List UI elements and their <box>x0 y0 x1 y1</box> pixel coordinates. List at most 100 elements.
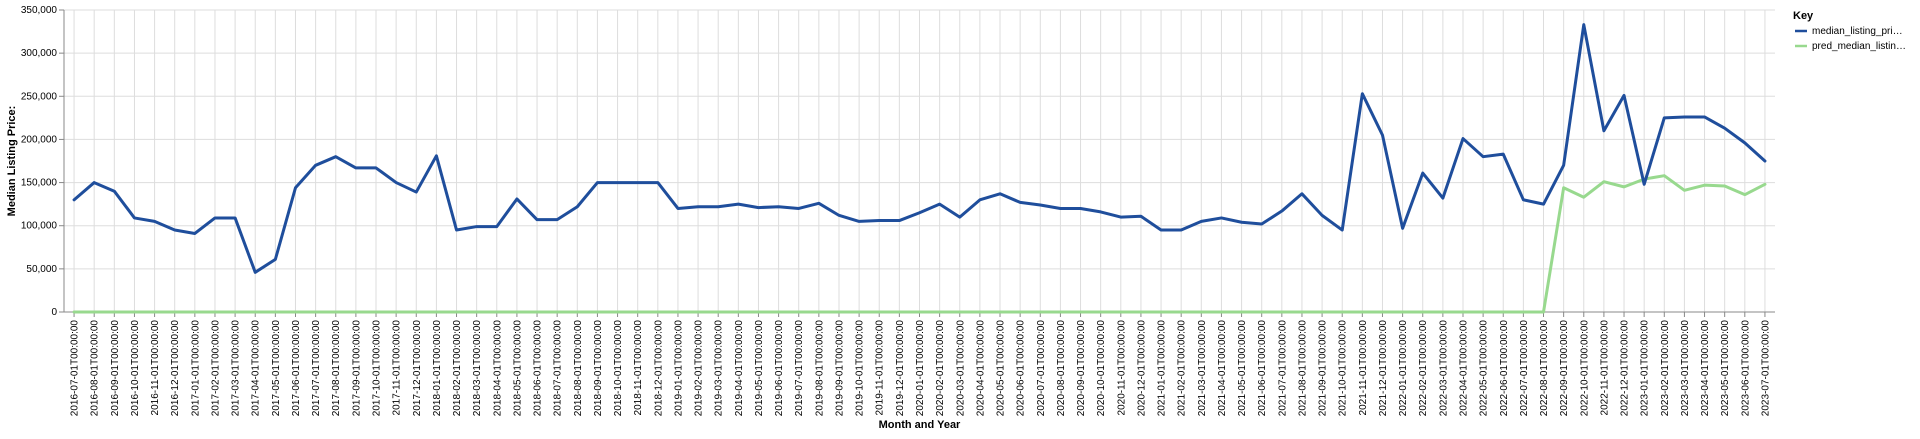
x-tick-label: 2020-02-01T00:00:00 <box>935 320 946 417</box>
x-tick-label: 2019-04-01T00:00:00 <box>734 320 745 417</box>
x-tick-label: 2022-02-01T00:00:00 <box>1418 320 1429 417</box>
x-tick-label: 2022-03-01T00:00:00 <box>1438 320 1449 417</box>
x-tick-label: 2023-05-01T00:00:00 <box>1720 320 1731 417</box>
x-tick-label: 2019-12-01T00:00:00 <box>895 320 906 417</box>
series-lines <box>72 23 1767 314</box>
y-tick-label: 0 <box>51 307 57 318</box>
y-tick-label: 250,000 <box>21 91 58 102</box>
x-tick-label: 2023-02-01T00:00:00 <box>1660 320 1671 417</box>
x-tick-label: 2019-06-01T00:00:00 <box>774 320 785 417</box>
x-tick-label: 2023-01-01T00:00:00 <box>1640 320 1651 417</box>
x-tick-label: 2023-04-01T00:00:00 <box>1700 320 1711 417</box>
x-tick-label: 2021-03-01T00:00:00 <box>1197 320 1208 417</box>
x-tick-label: 2018-08-01T00:00:00 <box>573 320 584 417</box>
x-tick-label: 2018-11-01T00:00:00 <box>633 320 644 416</box>
x-tick-label: 2016-08-01T00:00:00 <box>90 320 101 417</box>
x-tick-label: 2020-10-01T00:00:00 <box>1096 320 1107 417</box>
legend: Key median_listing_pri… pred_median_listi… <box>1793 10 1906 52</box>
x-tick-label: 2017-04-01T00:00:00 <box>251 320 262 417</box>
x-tick-label: 2019-08-01T00:00:00 <box>814 320 825 417</box>
x-tick-label: 2021-10-01T00:00:00 <box>1338 320 1349 417</box>
x-tick-label: 2022-06-01T00:00:00 <box>1499 320 1510 417</box>
x-tick-label: 2016-07-01T00:00:00 <box>70 320 81 417</box>
x-tick-label: 2022-11-01T00:00:00 <box>1599 320 1610 416</box>
y-tick-label: 200,000 <box>21 134 58 145</box>
x-tick-label: 2022-09-01T00:00:00 <box>1559 320 1570 417</box>
x-tick-label: 2018-09-01T00:00:00 <box>593 320 604 417</box>
x-tick-label: 2020-04-01T00:00:00 <box>975 320 986 417</box>
x-tick-label: 2018-10-01T00:00:00 <box>613 320 624 417</box>
x-tick-label: 2021-05-01T00:00:00 <box>1237 320 1248 417</box>
x-tick-label: 2022-08-01T00:00:00 <box>1539 320 1550 417</box>
x-tick-label: 2022-07-01T00:00:00 <box>1519 320 1530 417</box>
x-tick-label: 2019-03-01T00:00:00 <box>714 320 725 417</box>
x-tick-label: 2020-08-01T00:00:00 <box>1056 320 1067 417</box>
x-tick-label: 2019-10-01T00:00:00 <box>855 320 866 417</box>
x-tick-label: 2019-05-01T00:00:00 <box>754 320 765 417</box>
series-line-pred-median-listing-price <box>72 174 1767 314</box>
x-tick-label: 2021-07-01T00:00:00 <box>1277 320 1288 417</box>
x-tick-label: 2023-06-01T00:00:00 <box>1740 320 1751 417</box>
x-tick-label: 2017-05-01T00:00:00 <box>271 320 282 417</box>
x-tick-label: 2016-12-01T00:00:00 <box>170 320 181 417</box>
x-tick-label: 2017-03-01T00:00:00 <box>231 320 242 417</box>
x-tick-label: 2019-07-01T00:00:00 <box>794 320 805 417</box>
x-tick-label: 2018-02-01T00:00:00 <box>452 320 463 417</box>
x-tick-label: 2020-06-01T00:00:00 <box>1016 320 1027 417</box>
legend-label: median_listing_pri… <box>1812 26 1903 37</box>
legend-title: Key <box>1793 10 1814 22</box>
x-tick-label: 2020-05-01T00:00:00 <box>996 320 1007 417</box>
x-tick-label: 2017-10-01T00:00:00 <box>372 320 383 417</box>
x-tick-label: 2019-11-01T00:00:00 <box>875 320 886 416</box>
x-tick-label: 2022-12-01T00:00:00 <box>1620 320 1631 417</box>
x-tick-label: 2021-11-01T00:00:00 <box>1358 320 1369 416</box>
x-tick-label: 2020-07-01T00:00:00 <box>1036 320 1047 417</box>
x-tick-label: 2021-06-01T00:00:00 <box>1257 320 1268 417</box>
x-tick-label: 2017-07-01T00:00:00 <box>311 320 322 417</box>
x-tick-label: 2020-01-01T00:00:00 <box>915 320 926 417</box>
x-tick-label: 2018-12-01T00:00:00 <box>653 320 664 417</box>
x-tick-label: 2018-05-01T00:00:00 <box>512 320 523 417</box>
x-tick-label: 2016-09-01T00:00:00 <box>110 320 121 417</box>
x-tick-label: 2023-03-01T00:00:00 <box>1680 320 1691 417</box>
x-tick-label: 2022-04-01T00:00:00 <box>1458 320 1469 417</box>
x-tick-label: 2021-09-01T00:00:00 <box>1318 320 1329 417</box>
x-tick-label: 2017-09-01T00:00:00 <box>351 320 362 417</box>
x-tick-label: 2022-05-01T00:00:00 <box>1479 320 1490 417</box>
x-tick-label: 2018-06-01T00:00:00 <box>533 320 544 417</box>
x-tick-label: 2018-03-01T00:00:00 <box>472 320 483 417</box>
x-tick-label: 2016-10-01T00:00:00 <box>130 320 141 417</box>
x-tick-label: 2021-12-01T00:00:00 <box>1378 320 1389 417</box>
y-tick-label: 150,000 <box>21 178 58 189</box>
x-tick-label: 2018-04-01T00:00:00 <box>492 320 503 417</box>
y-tick-label: 50,000 <box>26 264 57 275</box>
legend-label: pred_median_listin… <box>1812 41 1906 52</box>
x-tick-label: 2021-02-01T00:00:00 <box>1177 320 1188 417</box>
x-tick-label: 2022-01-01T00:00:00 <box>1398 320 1409 417</box>
y-tick-label: 300,000 <box>21 48 58 59</box>
y-tick-label: 350,000 <box>21 5 58 16</box>
x-tick-label: 2018-01-01T00:00:00 <box>432 320 443 417</box>
gridlines <box>64 9 1775 313</box>
x-tick-label: 2017-01-01T00:00:00 <box>190 320 201 417</box>
x-tick-label: 2020-03-01T00:00:00 <box>955 320 966 417</box>
y-axis-title: Median Listing Price: <box>6 106 18 217</box>
x-axis-title: Month and Year <box>879 419 961 431</box>
x-tick-label: 2017-11-01T00:00:00 <box>392 320 403 416</box>
axes: 0 50,000 100,000 150,000 200,000 250,000 300,0… <box>21 5 1775 416</box>
x-tick-label: 2019-02-01T00:00:00 <box>694 320 705 417</box>
x-tick-label: 2021-01-01T00:00:00 <box>1157 320 1168 417</box>
x-tick-label: 2022-10-01T00:00:00 <box>1579 320 1590 417</box>
x-tick-label: 2023-07-01T00:00:00 <box>1760 320 1771 417</box>
x-tick-label: 2019-09-01T00:00:00 <box>834 320 845 417</box>
x-tick-label: 2020-12-01T00:00:00 <box>1136 320 1147 417</box>
y-tick-label: 100,000 <box>21 221 58 232</box>
x-tick-label: 2017-08-01T00:00:00 <box>331 320 342 417</box>
x-tick-label: 2020-09-01T00:00:00 <box>1076 320 1087 417</box>
series-line-median-listing-price <box>72 23 1767 274</box>
x-tick-label: 2018-07-01T00:00:00 <box>553 320 564 417</box>
x-tick-label: 2017-06-01T00:00:00 <box>291 320 302 417</box>
x-tick-label: 2021-04-01T00:00:00 <box>1217 320 1228 417</box>
